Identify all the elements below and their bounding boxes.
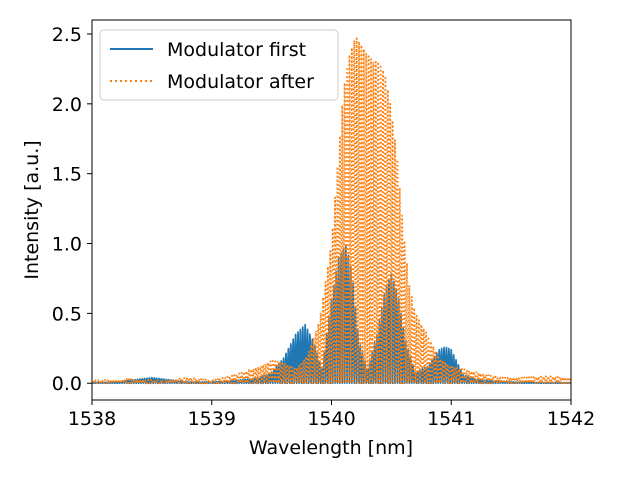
- legend-label-modulator-first: Modulator first: [167, 39, 306, 61]
- y-tick-label: 0.5: [52, 303, 82, 325]
- y-tick-label: 1.0: [52, 234, 82, 256]
- x-tick-label: 1540: [307, 408, 355, 430]
- legend: Modulator first Modulator after: [99, 29, 339, 101]
- y-axis-ticks: 0.0 0.5 1.0 1.5 2.0 2.5: [52, 24, 92, 395]
- legend-box: [99, 29, 339, 101]
- y-tick-label: 1.5: [52, 164, 82, 186]
- x-tick-label: 1539: [188, 408, 236, 430]
- y-axis-label: Intensity [a.u.]: [21, 140, 43, 279]
- y-tick-label: 0.0: [52, 373, 82, 395]
- y-tick-label: 2.0: [52, 94, 82, 116]
- x-axis-label: Wavelength [nm]: [249, 437, 413, 459]
- x-tick-label: 1538: [68, 408, 116, 430]
- series-line-modulator-after: [92, 37, 571, 385]
- y-tick-label: 2.5: [52, 24, 82, 46]
- x-tick-label: 1542: [547, 408, 595, 430]
- series-layer: [92, 37, 571, 385]
- x-tick-label: 1541: [427, 408, 475, 430]
- x-axis-ticks: 1538 1539 1540 1541 1542: [68, 400, 595, 430]
- legend-label-modulator-after: Modulator after: [167, 71, 314, 93]
